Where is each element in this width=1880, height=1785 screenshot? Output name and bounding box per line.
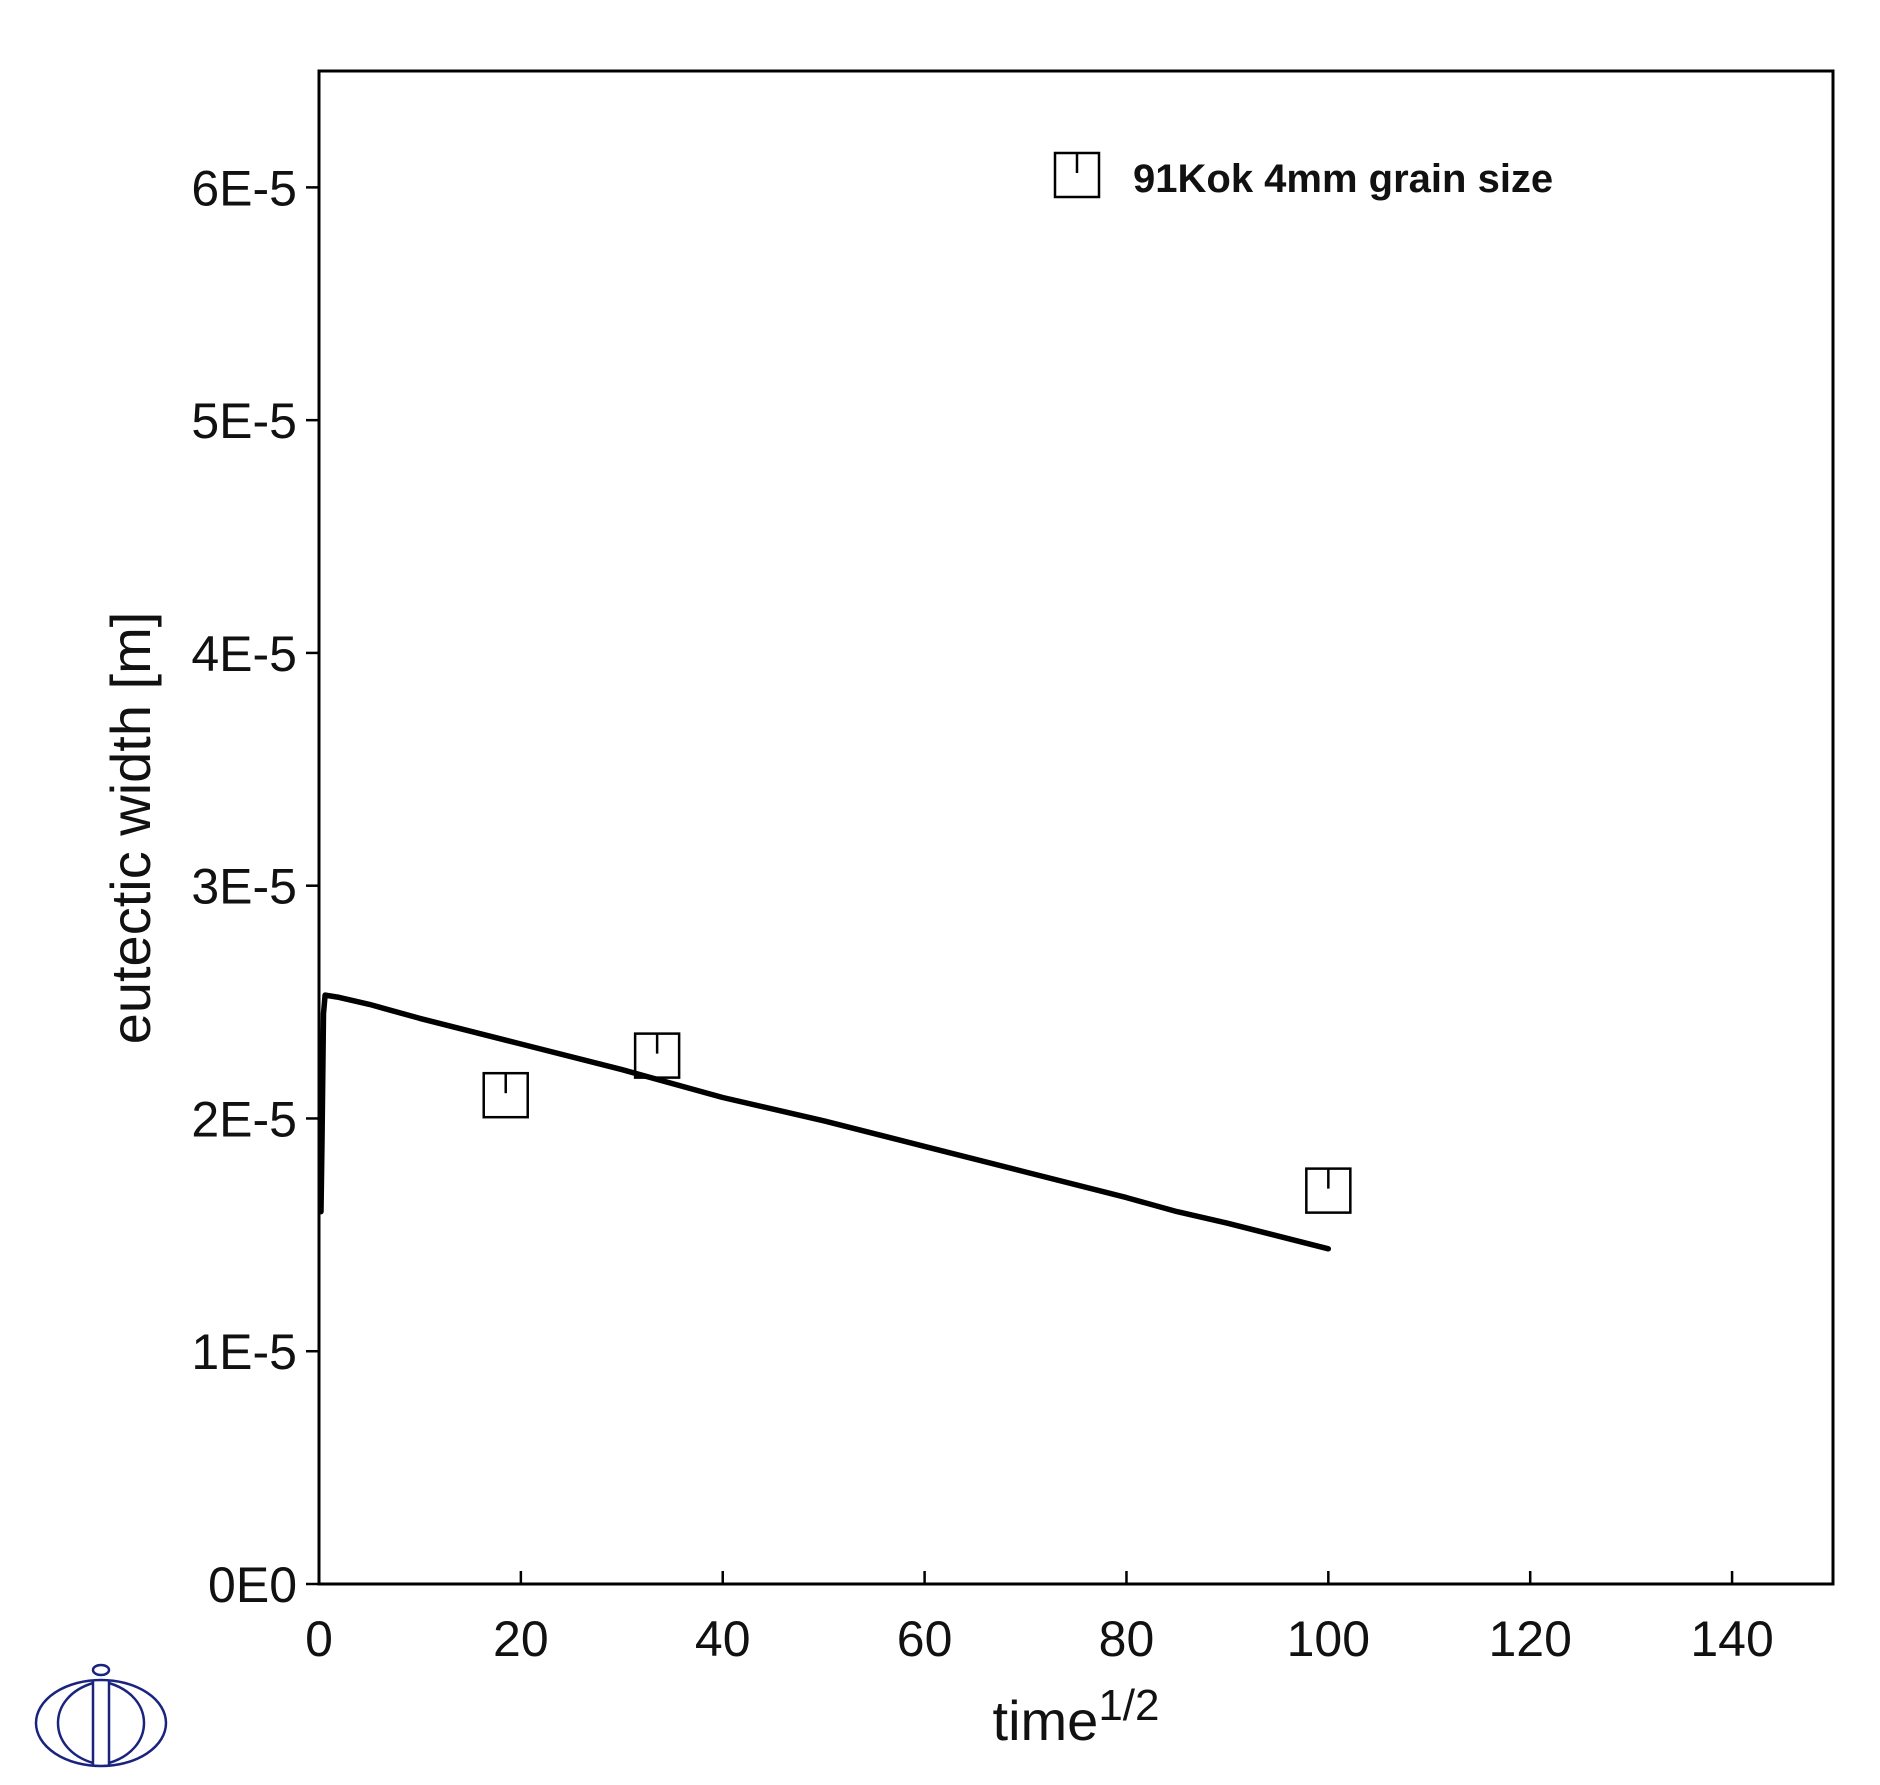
legend-label: 91Kok 4mm grain size (1133, 157, 1553, 201)
plot-frame (317, 69, 1835, 1586)
legend: 91Kok 4mm grain size (1053, 151, 1553, 201)
experimental-point (633, 1032, 681, 1079)
y-axis-ticks: 0E0 1E-5 2E-5 3E-5 4E-5 5E-5 6E-5 (191, 160, 319, 1613)
thermo-calc-logo (34, 1663, 168, 1768)
y-tick-label: 3E-5 (191, 859, 297, 915)
experimental-point (482, 1071, 529, 1119)
y-tick-label: 4E-5 (191, 626, 297, 682)
experimental-point (1305, 1167, 1352, 1214)
x-tick-label: 140 (1690, 1611, 1773, 1667)
x-tick-label: 20 (493, 1611, 549, 1667)
y-axis-label: eutectic width [m] (99, 612, 162, 1045)
y-tick-label: 2E-5 (191, 1091, 297, 1147)
y-tick-label: 5E-5 (191, 393, 297, 449)
x-axis-label-base: time (993, 1689, 1099, 1752)
y-tick-label: 1E-5 (191, 1324, 297, 1380)
x-tick-label: 120 (1488, 1611, 1571, 1667)
y-tick-label: 6E-5 (191, 160, 297, 216)
x-tick-label: 0 (305, 1611, 333, 1667)
series-layer (318, 992, 1352, 1252)
x-axis-label-superscript: 1/2 (1098, 1681, 1159, 1730)
x-axis-label: time1/2 (993, 1681, 1160, 1752)
x-tick-label: 80 (1099, 1611, 1155, 1667)
x-tick-label: 60 (897, 1611, 953, 1667)
calculated-line (318, 992, 1332, 1252)
x-tick-label: 100 (1287, 1611, 1370, 1667)
y-tick-label: 0E0 (208, 1557, 297, 1613)
x-tick-label: 40 (695, 1611, 751, 1667)
x-axis-ticks: 0 20 40 60 80 100 120 140 (305, 1571, 1774, 1667)
